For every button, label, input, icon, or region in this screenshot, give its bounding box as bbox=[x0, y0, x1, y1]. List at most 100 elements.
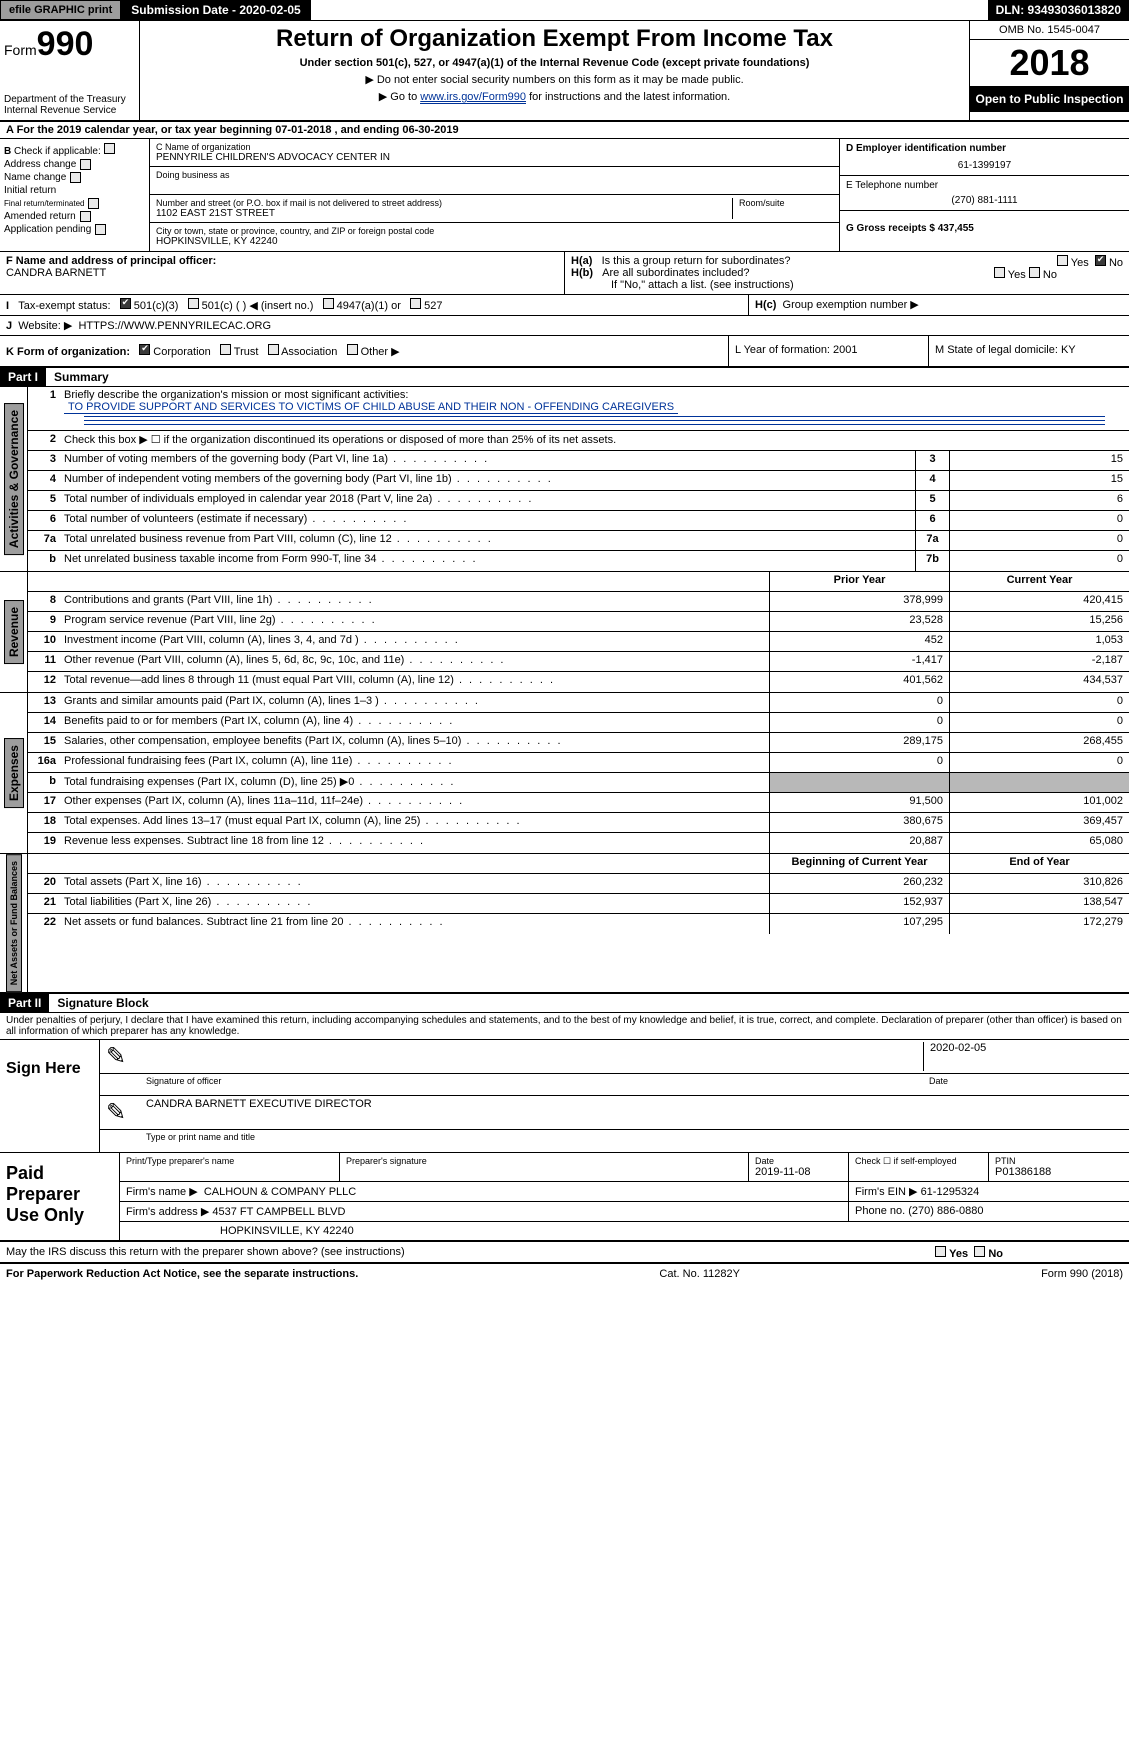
row-a: A For the 2019 calendar year, or tax yea… bbox=[0, 122, 1129, 139]
hb-label: Are all subordinates included? bbox=[602, 267, 749, 279]
ein-label: D Employer identification number bbox=[846, 143, 1123, 154]
amended-return: Amended return bbox=[4, 211, 76, 222]
checkbox-assoc[interactable] bbox=[268, 344, 279, 355]
firm-addr-label: Firm's address ▶ bbox=[126, 1206, 209, 1218]
opt-4947: 4947(a)(1) or bbox=[337, 300, 401, 312]
curr-year-hdr: Current Year bbox=[949, 572, 1129, 591]
checkbox-no[interactable] bbox=[1029, 267, 1040, 278]
revenue-grid: Revenue Prior YearCurrent Year 8 Contrib… bbox=[0, 572, 1129, 693]
form-ref: Form 990 (2018) bbox=[1041, 1268, 1123, 1280]
part1-header: Part I Summary bbox=[0, 368, 1129, 387]
line-11: 11 Other revenue (Part VIII, column (A),… bbox=[28, 652, 1129, 672]
checkbox-no[interactable] bbox=[974, 1246, 985, 1257]
open-to-public: Open to Public Inspection bbox=[970, 86, 1129, 112]
ha-label: Is this a group return for subordinates? bbox=[602, 255, 791, 267]
yes-label: Yes bbox=[1008, 269, 1026, 281]
l2-text: Check this box ▶ ☐ if the organization d… bbox=[60, 431, 1129, 450]
date-label: Date bbox=[923, 1076, 1123, 1093]
part2-badge: Part II bbox=[0, 994, 49, 1012]
org-name: PENNYRILE CHILDREN'S ADVOCACY CENTER IN bbox=[156, 152, 833, 163]
app-pending: Application pending bbox=[4, 224, 91, 235]
cat-no: Cat. No. 11282Y bbox=[659, 1268, 740, 1280]
checkbox-corp[interactable] bbox=[139, 344, 150, 355]
line-3: 3 Number of voting members of the govern… bbox=[28, 451, 1129, 471]
addr-change: Address change bbox=[4, 159, 76, 170]
check-applicable-label: Check if applicable: bbox=[14, 146, 101, 157]
sign-here-row: Sign Here ✎ 2020-02-05 Signature of offi… bbox=[0, 1040, 1129, 1153]
name-change: Name change bbox=[4, 172, 66, 183]
line-13: 13 Grants and similar amounts paid (Part… bbox=[28, 693, 1129, 713]
form-prefix: Form bbox=[4, 42, 37, 58]
checkbox-no[interactable] bbox=[1095, 255, 1106, 266]
checkbox[interactable] bbox=[88, 198, 99, 209]
line-15: 15 Salaries, other compensation, employe… bbox=[28, 733, 1129, 753]
end-year-hdr: End of Year bbox=[949, 854, 1129, 873]
checkbox[interactable] bbox=[104, 143, 115, 154]
page-footer: For Paperwork Reduction Act Notice, see … bbox=[0, 1263, 1129, 1284]
checkbox[interactable] bbox=[95, 224, 106, 235]
checkbox-other[interactable] bbox=[347, 344, 358, 355]
prep-date: 2019-11-08 bbox=[755, 1166, 842, 1178]
part2-title: Signature Block bbox=[49, 994, 156, 1012]
line-7b: b Net unrelated business taxable income … bbox=[28, 551, 1129, 571]
gross-receipts: G Gross receipts $ 437,455 bbox=[846, 223, 1123, 234]
opt-527: 527 bbox=[424, 300, 442, 312]
prep-date-label: Date bbox=[755, 1156, 842, 1166]
omb-number: OMB No. 1545-0047 bbox=[970, 21, 1129, 40]
topbar: efile GRAPHIC print Submission Date - 20… bbox=[0, 0, 1129, 21]
line-22: 22 Net assets or fund balances. Subtract… bbox=[28, 914, 1129, 934]
city-state-zip: HOPKINSVILLE, KY 42240 bbox=[156, 236, 833, 247]
checkbox[interactable] bbox=[80, 159, 91, 170]
checkbox[interactable] bbox=[70, 172, 81, 183]
net-grid: Net Assets or Fund Balances Beginning of… bbox=[0, 854, 1129, 994]
net-tab: Net Assets or Fund Balances bbox=[6, 854, 22, 992]
mission-text: TO PROVIDE SUPPORT AND SERVICES TO VICTI… bbox=[64, 401, 678, 414]
m-state: M State of legal domicile: KY bbox=[929, 336, 1129, 366]
paid-preparer-row: Paid Preparer Use Only Print/Type prepar… bbox=[0, 1153, 1129, 1242]
opt-501c3: 501(c)(3) bbox=[134, 300, 179, 312]
addr-label: Number and street (or P.O. box if mail i… bbox=[156, 198, 726, 208]
line-8: 8 Contributions and grants (Part VIII, l… bbox=[28, 592, 1129, 612]
note2-post: for instructions and the latest informat… bbox=[526, 91, 730, 103]
firm-name: CALHOUN & COMPANY PLLC bbox=[204, 1186, 356, 1198]
k-label: K Form of organization: bbox=[6, 346, 130, 358]
initial-return: Initial return bbox=[4, 185, 56, 196]
firm-city: HOPKINSVILLE, KY 42240 bbox=[120, 1222, 1129, 1240]
opt-assoc: Association bbox=[281, 346, 337, 358]
final-return: Final return/terminated bbox=[4, 199, 84, 208]
dln: DLN: 93493036013820 bbox=[988, 0, 1129, 20]
form-number: 990 bbox=[37, 25, 94, 63]
opt-501c: 501(c) ( ) ◀ (insert no.) bbox=[202, 300, 314, 312]
irs-label: Internal Revenue Service bbox=[4, 105, 135, 116]
checkbox-501c[interactable] bbox=[188, 298, 199, 309]
efile-button[interactable]: efile GRAPHIC print bbox=[0, 0, 121, 20]
firm-addr: 4537 FT CAMPBELL BLVD bbox=[212, 1206, 345, 1218]
sign-here-label: Sign Here bbox=[0, 1040, 100, 1152]
ssn-note: ▶ Do not enter social security numbers o… bbox=[150, 73, 959, 86]
irs-link[interactable]: www.irs.gov/Form990 bbox=[420, 91, 526, 104]
rev-tab: Revenue bbox=[4, 600, 24, 664]
room-label: Room/suite bbox=[739, 198, 833, 208]
checkbox-527[interactable] bbox=[410, 298, 421, 309]
phone-label: E Telephone number bbox=[846, 180, 1123, 191]
line-20: 20 Total assets (Part X, line 16) 260,23… bbox=[28, 874, 1129, 894]
checkbox-501c3[interactable] bbox=[120, 298, 131, 309]
row-klm: K Form of organization: Corporation Trus… bbox=[0, 336, 1129, 368]
row-f-h: F Name and address of principal officer:… bbox=[0, 252, 1129, 295]
street-address: 1102 EAST 21ST STREET bbox=[156, 208, 726, 219]
dba-label: Doing business as bbox=[156, 170, 833, 180]
website-url[interactable]: HTTPS://WWW.PENNYRILECAC.ORG bbox=[78, 320, 271, 332]
checkbox[interactable] bbox=[80, 211, 91, 222]
checkbox-yes[interactable] bbox=[1057, 255, 1068, 266]
line-19: 19 Revenue less expenses. Subtract line … bbox=[28, 833, 1129, 853]
line-14: 14 Benefits paid to or for members (Part… bbox=[28, 713, 1129, 733]
checkbox-yes[interactable] bbox=[994, 267, 1005, 278]
hc-label: Group exemption number ▶ bbox=[783, 299, 919, 311]
checkbox-trust[interactable] bbox=[220, 344, 231, 355]
goto-note: ▶ Go to www.irs.gov/Form990 for instruct… bbox=[150, 90, 959, 103]
paperwork-notice: For Paperwork Reduction Act Notice, see … bbox=[6, 1268, 358, 1280]
checkbox-yes[interactable] bbox=[935, 1246, 946, 1257]
prior-year-hdr: Prior Year bbox=[769, 572, 949, 591]
line-7a: 7a Total unrelated business revenue from… bbox=[28, 531, 1129, 551]
checkbox-4947[interactable] bbox=[323, 298, 334, 309]
